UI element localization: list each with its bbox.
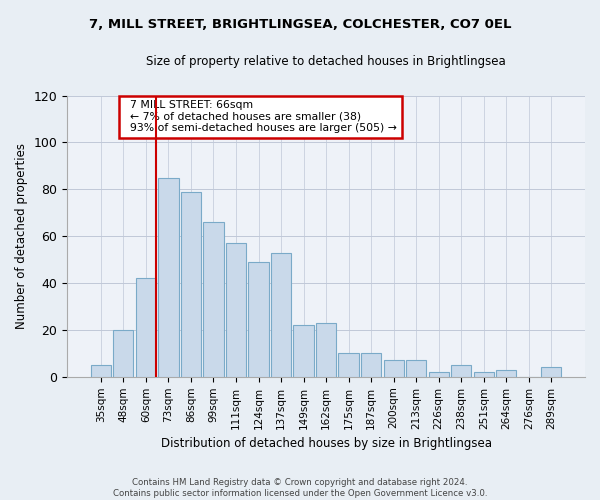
Bar (203, 222, 224, 377)
Bar (473, 372, 494, 377)
Bar (271, 252, 291, 377)
Bar (136, 278, 156, 377)
Title: Size of property relative to detached houses in Brightlingsea: Size of property relative to detached ho… (146, 55, 506, 68)
Bar (406, 360, 427, 377)
Y-axis label: Number of detached properties: Number of detached properties (15, 143, 28, 329)
Bar (316, 323, 336, 377)
Bar (496, 370, 517, 377)
Bar (293, 326, 314, 377)
Bar (113, 330, 133, 377)
Bar (338, 354, 359, 377)
Bar (91, 365, 111, 377)
Bar (181, 192, 201, 377)
X-axis label: Distribution of detached houses by size in Brightlingsea: Distribution of detached houses by size … (161, 437, 491, 450)
Text: 7 MILL STREET: 66sqm
  ← 7% of detached houses are smaller (38)
  93% of semi-de: 7 MILL STREET: 66sqm ← 7% of detached ho… (124, 100, 397, 134)
Bar (428, 372, 449, 377)
Bar (383, 360, 404, 377)
Bar (451, 365, 472, 377)
Bar (541, 368, 562, 377)
Text: 7, MILL STREET, BRIGHTLINGSEA, COLCHESTER, CO7 0EL: 7, MILL STREET, BRIGHTLINGSEA, COLCHESTE… (89, 18, 511, 30)
Text: Contains HM Land Registry data © Crown copyright and database right 2024.
Contai: Contains HM Land Registry data © Crown c… (113, 478, 487, 498)
Bar (248, 262, 269, 377)
Bar (226, 243, 246, 377)
Bar (158, 178, 179, 377)
Bar (361, 354, 381, 377)
